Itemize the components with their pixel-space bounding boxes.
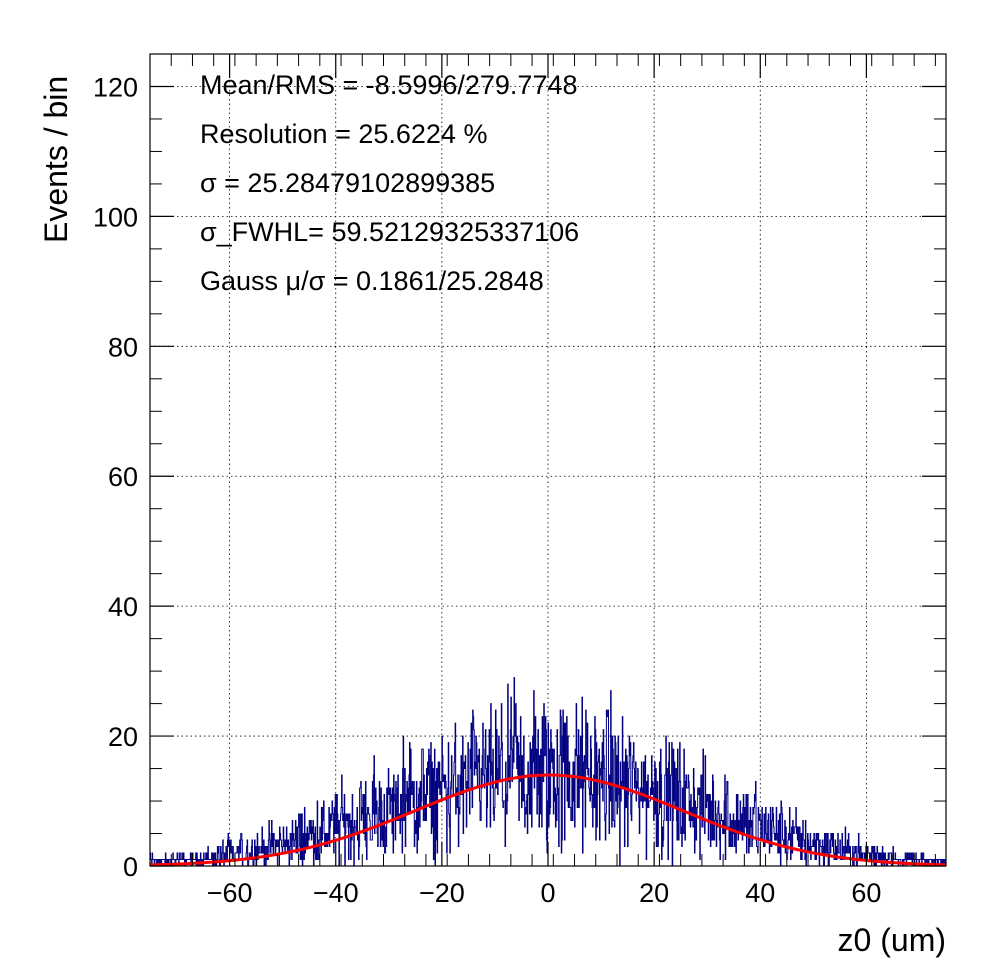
y-tick-label: 80: [108, 332, 138, 362]
x-tick-label: −40: [313, 878, 359, 908]
axis-ticks: [149, 54, 946, 867]
x-tick-label: 40: [745, 878, 775, 908]
y-axis-title: Events / bin: [38, 75, 74, 243]
stat-resolution: Resolution = 25.6224 %: [200, 119, 488, 149]
x-tick-label: −60: [207, 878, 253, 908]
stat-sigma-fwhl: σ_FWHL= 59.52129325337106: [200, 217, 580, 247]
y-tick-label: 60: [108, 462, 138, 492]
x-tick-label: −20: [419, 878, 465, 908]
stat-mean-rms: Mean/RMS = -8.5996/279.7748: [200, 70, 578, 100]
gauss-fit-curve: [149, 773, 947, 867]
histogram-series: [150, 677, 946, 867]
x-tick-label: 0: [540, 878, 555, 908]
stat-gauss: Gauss μ/σ = 0.1861/25.2848: [200, 266, 544, 296]
tick-labels: −60 −40 −20 0 20 40 60 0 20 40 60 80 100 120: [93, 72, 881, 908]
histogram-line: [150, 677, 946, 867]
y-tick-label: 40: [108, 592, 138, 622]
stat-sigma: σ = 25.28479102899385: [200, 168, 496, 198]
x-tick-label: 60: [851, 878, 881, 908]
y-tick-label: 20: [108, 722, 138, 752]
grid-lines: [150, 54, 946, 866]
y-tick-label: 120: [93, 72, 138, 102]
x-tick-label: 20: [639, 878, 669, 908]
y-tick-label: 0: [123, 852, 138, 882]
y-tick-label: 100: [93, 202, 138, 232]
gauss-fit-series: [149, 773, 947, 867]
x-axis-title: z0 (um): [837, 922, 946, 958]
